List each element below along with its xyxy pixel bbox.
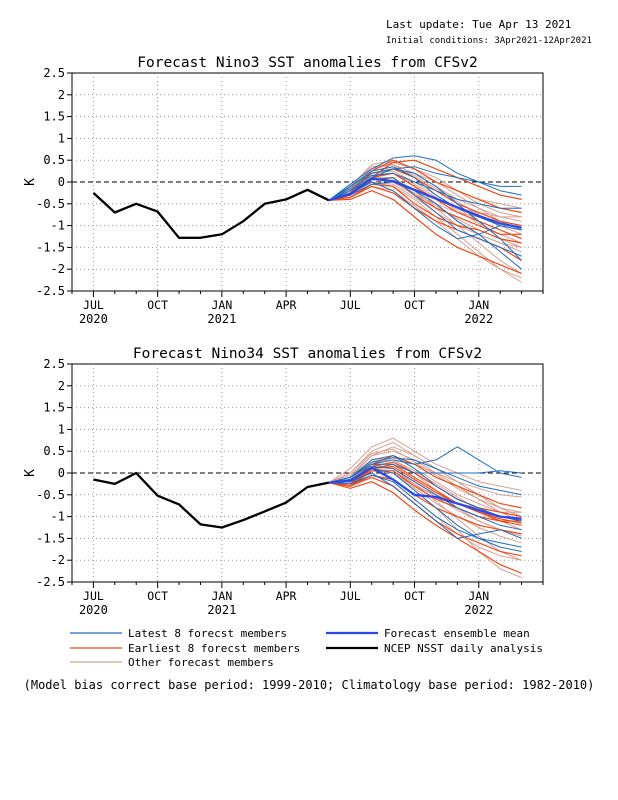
- legend-label: Earliest 8 forecst members: [128, 642, 300, 655]
- last-update-text: Last update: Tue Apr 13 2021: [386, 18, 572, 31]
- x-tick-label: JAN: [468, 589, 489, 603]
- series-line-other-member: [328, 166, 522, 235]
- series-line-latest-member: [328, 166, 522, 201]
- series-line-latest-member: [328, 474, 522, 548]
- legend-label: NCEP NSST daily analysis: [384, 642, 543, 655]
- chart-panel-1: [67, 72, 544, 297]
- series-line-earliest-member: [328, 190, 522, 275]
- y-tick-label: 2: [58, 88, 65, 102]
- initial-conditions-text: Initial conditions: 3Apr2021-12Apr2021: [386, 36, 592, 46]
- y-tick-label: 1: [58, 131, 65, 145]
- y-tick-label: -0.5: [36, 197, 65, 211]
- series-line-earliest-member: [328, 481, 522, 574]
- x-tick-label: JAN: [211, 589, 232, 603]
- series-line-latest-member: [328, 472, 522, 539]
- y-tick-label: 1.5: [43, 401, 65, 415]
- legend-label: Forecast ensemble mean: [384, 627, 530, 640]
- series-line-latest-member: [328, 155, 522, 201]
- series-line-analysis: [92, 188, 330, 239]
- x-tick-label: JUL: [340, 589, 361, 603]
- x-tick-label: JAN: [211, 298, 232, 312]
- x-tick-year-label: 2021: [207, 312, 236, 326]
- y-tick-label: 2: [58, 379, 65, 393]
- y-tick-label: -2.5: [36, 575, 65, 589]
- series-line-other-member: [328, 450, 522, 522]
- y-axis-label: K: [23, 178, 38, 186]
- series-line-analysis: [93, 471, 330, 529]
- x-tick-label: OCT: [404, 298, 425, 312]
- series-line-latest-member: [328, 181, 522, 270]
- y-tick-label: 0: [58, 175, 65, 189]
- series-line-ensemble-mean: [328, 177, 522, 229]
- y-tick-label: -1: [51, 219, 65, 233]
- x-tick-year-label: 2022: [464, 603, 493, 617]
- series-line-other-member: [328, 159, 522, 218]
- series-line-earliest-member: [328, 183, 522, 244]
- y-tick-label: -2: [51, 262, 65, 276]
- y-tick-label: -1: [51, 510, 65, 524]
- x-tick-label: OCT: [147, 589, 168, 603]
- footnote: (Model bias correct base period: 1999-20…: [23, 678, 595, 692]
- x-tick-label: OCT: [147, 298, 168, 312]
- legend-label: Latest 8 forecst members: [128, 627, 287, 640]
- y-tick-label: -1.5: [36, 240, 65, 254]
- y-axis-label: K: [23, 469, 38, 477]
- y-tick-label: 2.5: [43, 357, 65, 371]
- x-tick-year-label: 2022: [464, 312, 493, 326]
- y-tick-label: 0: [58, 466, 65, 480]
- x-tick-label: JUL: [83, 589, 104, 603]
- y-tick-label: -0.5: [36, 488, 65, 502]
- chart-title: Forecast Nino3 SST anomalies from CFSv2: [137, 55, 477, 71]
- series-line-earliest-member: [328, 465, 522, 524]
- x-tick-label: JUL: [340, 298, 361, 312]
- x-tick-label: JAN: [468, 298, 489, 312]
- y-tick-label: 0.5: [43, 444, 65, 458]
- series-line-latest-member: [328, 457, 522, 496]
- x-tick-label: APR: [276, 298, 297, 312]
- y-tick-label: -2.5: [36, 284, 65, 298]
- x-tick-label: APR: [276, 589, 297, 603]
- y-tick-label: 1: [58, 422, 65, 436]
- series-line-earliest-member: [328, 474, 522, 535]
- x-tick-year-label: 2021: [207, 603, 236, 617]
- series-line-other-member: [328, 181, 522, 253]
- chart-title: Forecast Nino34 SST anomalies from CFSv2: [133, 346, 482, 362]
- legend: Latest 8 forecst members Earliest 8 forec…: [70, 627, 543, 669]
- legend-label: Other forecast members: [128, 656, 274, 669]
- y-tick-label: -2: [51, 553, 65, 567]
- series-line-earliest-member: [328, 470, 522, 522]
- y-tick-label: -1.5: [36, 531, 65, 545]
- y-tick-label: 0.5: [43, 153, 65, 167]
- x-tick-year-label: 2020: [79, 312, 108, 326]
- series-line-other-member: [328, 172, 522, 244]
- x-tick-label: JUL: [83, 298, 104, 312]
- x-tick-year-label: 2020: [79, 603, 108, 617]
- series-line-latest-member: [328, 172, 522, 209]
- series-line-latest-member: [328, 463, 522, 484]
- x-tick-label: OCT: [404, 589, 425, 603]
- chart-panel-2: [67, 363, 544, 588]
- y-tick-label: 1.5: [43, 110, 65, 124]
- series-line-ensemble-mean: [328, 466, 522, 520]
- series-line-other-member: [328, 437, 522, 491]
- y-tick-label: 2.5: [43, 66, 65, 80]
